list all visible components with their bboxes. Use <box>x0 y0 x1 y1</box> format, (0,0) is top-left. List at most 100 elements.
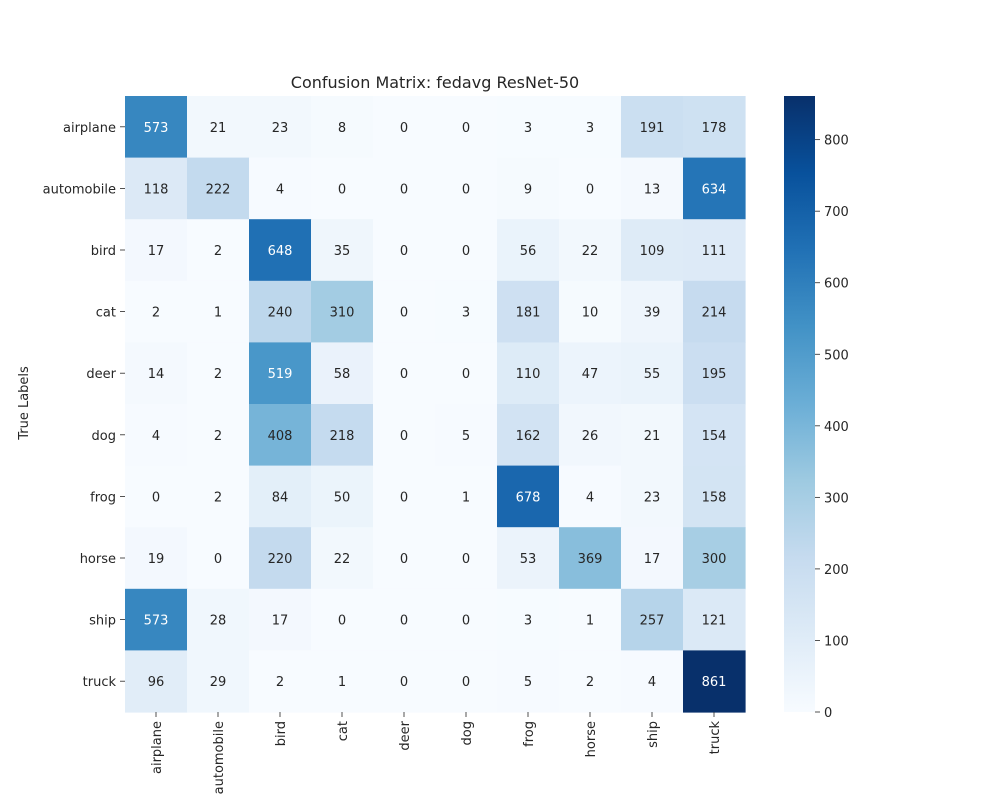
heatmap-cell <box>621 588 684 651</box>
cell-value-label: 1 <box>586 614 594 629</box>
cell-value-label: 634 <box>702 182 727 197</box>
row-tick-label: truck <box>83 675 117 690</box>
heatmap-cell <box>249 404 312 467</box>
heatmap-cell <box>187 465 250 528</box>
heatmap-cell <box>125 342 188 405</box>
heatmap-cell <box>373 527 436 590</box>
heatmap-cell <box>559 404 622 467</box>
heatmap-cell <box>435 465 498 528</box>
cell-value-label: 408 <box>268 429 293 444</box>
heatmap-cell <box>125 404 188 467</box>
cell-value-label: 0 <box>462 121 470 136</box>
heatmap-cell <box>621 280 684 343</box>
cell-value-label: 58 <box>334 367 351 382</box>
cell-value-label: 0 <box>400 367 408 382</box>
cell-value-label: 111 <box>702 244 727 259</box>
heatmap-cell <box>311 342 374 405</box>
cell-value-label: 35 <box>334 244 351 259</box>
row-tick-label: dog <box>92 429 116 444</box>
heatmap-cell <box>559 342 622 405</box>
cell-value-label: 5 <box>462 429 470 444</box>
cell-value-label: 22 <box>582 244 599 259</box>
heatmap-cell <box>683 404 746 467</box>
heatmap-cell <box>249 527 312 590</box>
cell-value-label: 29 <box>210 675 227 690</box>
col-tick-labels: airplane automobile bird cat deer dog frog hors… <box>150 712 723 794</box>
heatmap-cell <box>187 157 250 220</box>
cell-value-label: 121 <box>702 614 727 629</box>
heatmap-cell <box>683 588 746 651</box>
heatmap-cell <box>497 157 560 220</box>
cell-value-label: 22 <box>334 552 351 567</box>
row-tick-label: horse <box>80 552 116 567</box>
heatmap-cell <box>187 404 250 467</box>
cell-value-label: 181 <box>516 306 541 321</box>
heatmap-cell <box>125 465 188 528</box>
heatmap-cell <box>683 650 746 713</box>
colorbar-tick-label: 0 <box>824 706 832 721</box>
heatmap-cell <box>435 96 498 159</box>
heatmap-cell <box>683 280 746 343</box>
heatmap-cell <box>683 342 746 405</box>
heatmap-cell <box>373 650 436 713</box>
heatmap-cell <box>373 157 436 220</box>
colorbar-tick-label: 300 <box>824 491 849 506</box>
col-tick-label: frog <box>522 721 537 747</box>
cell-value-label: 23 <box>644 490 661 505</box>
cell-value-label: 0 <box>462 675 470 690</box>
colorbar-tick-label: 600 <box>824 277 849 292</box>
colorbar-tick-label: 700 <box>824 205 849 220</box>
heatmap-cell <box>559 96 622 159</box>
cell-value-label: 19 <box>148 552 165 567</box>
cell-value-label: 0 <box>400 614 408 629</box>
heatmap-cell <box>497 96 560 159</box>
cell-value-label: 2 <box>214 429 222 444</box>
heatmap-cell <box>311 157 374 220</box>
cell-value-label: 109 <box>640 244 665 259</box>
heatmap-cell <box>497 465 560 528</box>
cell-value-label: 10 <box>582 306 599 321</box>
cell-value-label: 240 <box>268 306 293 321</box>
cell-value-label: 50 <box>334 490 351 505</box>
heatmap-cell <box>125 650 188 713</box>
cell-value-label: 191 <box>640 121 665 136</box>
cell-value-label: 13 <box>644 182 661 197</box>
heatmap-cell <box>435 342 498 405</box>
cell-value-label: 573 <box>144 614 169 629</box>
cell-value-label: 2 <box>276 675 284 690</box>
heatmap-cell <box>311 588 374 651</box>
cell-value-label: 195 <box>702 367 727 382</box>
cell-value-label: 178 <box>702 121 727 136</box>
heatmap-cell <box>249 219 312 282</box>
cell-value-label: 26 <box>582 429 599 444</box>
heatmap-cell <box>311 465 374 528</box>
cell-value-label: 218 <box>330 429 355 444</box>
cell-value-label: 310 <box>330 306 355 321</box>
cell-value-label: 154 <box>702 429 727 444</box>
cell-value-label: 678 <box>516 490 541 505</box>
heatmap-cell <box>559 219 622 282</box>
col-tick-label: ship <box>646 721 661 748</box>
cell-value-label: 17 <box>148 244 165 259</box>
heatmap-cell <box>311 280 374 343</box>
col-tick-label: automobile <box>212 721 227 794</box>
heatmap-cell <box>373 465 436 528</box>
heatmap-cell <box>373 96 436 159</box>
chart-title: Confusion Matrix: fedavg ResNet-50 <box>291 73 579 92</box>
heatmap-cell <box>435 588 498 651</box>
heatmap-cell <box>311 650 374 713</box>
heatmap-cell <box>621 465 684 528</box>
heatmap-cell <box>249 465 312 528</box>
cell-value-label: 9 <box>524 182 532 197</box>
cell-value-label: 4 <box>648 675 656 690</box>
cell-value-label: 1 <box>338 675 346 690</box>
heatmap-cell <box>497 527 560 590</box>
heatmap-cell <box>497 650 560 713</box>
cell-value-label: 3 <box>586 121 594 136</box>
heatmap-cell <box>125 219 188 282</box>
heatmap-cell <box>249 650 312 713</box>
cell-value-label: 96 <box>148 675 165 690</box>
heatmap-cell <box>373 280 436 343</box>
